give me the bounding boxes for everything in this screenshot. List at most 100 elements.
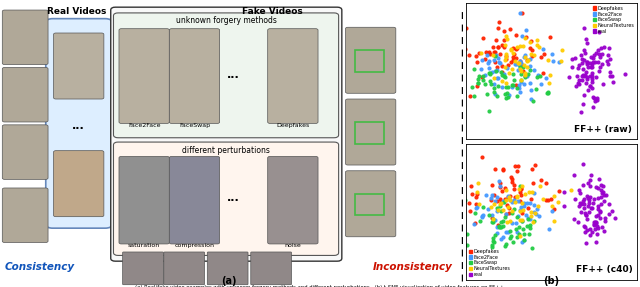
Point bbox=[490, 60, 500, 64]
Text: noise: noise bbox=[285, 243, 301, 248]
Point bbox=[532, 207, 542, 211]
Point bbox=[476, 51, 486, 55]
Point bbox=[582, 76, 593, 81]
Point bbox=[580, 70, 591, 74]
Point bbox=[499, 72, 509, 77]
Point bbox=[497, 70, 507, 75]
Point bbox=[492, 195, 502, 199]
Point bbox=[516, 61, 526, 66]
Point bbox=[471, 205, 481, 210]
Point bbox=[487, 213, 497, 217]
Point bbox=[601, 193, 611, 198]
Point bbox=[500, 243, 510, 248]
Point bbox=[524, 190, 534, 195]
Point bbox=[577, 57, 588, 61]
Point bbox=[516, 186, 526, 191]
Point bbox=[472, 84, 483, 88]
Point bbox=[516, 77, 526, 82]
FancyBboxPatch shape bbox=[170, 29, 220, 123]
Point bbox=[490, 167, 500, 172]
Point bbox=[591, 51, 601, 55]
Point bbox=[578, 67, 588, 72]
Point bbox=[532, 42, 542, 47]
Point bbox=[515, 59, 525, 63]
FancyBboxPatch shape bbox=[346, 171, 396, 237]
Point bbox=[525, 56, 535, 61]
Point bbox=[510, 195, 520, 199]
Point bbox=[498, 198, 508, 203]
Point bbox=[588, 105, 598, 110]
Point bbox=[582, 65, 593, 69]
Point bbox=[498, 219, 508, 223]
Point bbox=[509, 164, 520, 168]
Point bbox=[577, 73, 588, 77]
Point bbox=[605, 56, 615, 61]
Point bbox=[489, 57, 499, 62]
Point bbox=[495, 201, 506, 205]
Point bbox=[527, 189, 537, 194]
Point bbox=[584, 232, 595, 237]
Text: Real Videos: Real Videos bbox=[47, 7, 107, 16]
Point bbox=[583, 196, 593, 200]
Point bbox=[483, 109, 493, 114]
FancyBboxPatch shape bbox=[111, 7, 342, 261]
Point bbox=[500, 185, 510, 190]
Point bbox=[525, 97, 536, 101]
Point bbox=[508, 85, 518, 90]
Point bbox=[500, 211, 511, 216]
Point bbox=[593, 48, 603, 53]
Point bbox=[586, 65, 596, 69]
FancyBboxPatch shape bbox=[346, 27, 396, 93]
FancyBboxPatch shape bbox=[119, 156, 170, 244]
Point bbox=[474, 218, 484, 223]
Point bbox=[529, 219, 539, 224]
Point bbox=[533, 204, 543, 209]
Point bbox=[477, 58, 487, 63]
Point bbox=[503, 84, 513, 89]
Point bbox=[501, 198, 511, 203]
Point bbox=[501, 188, 511, 192]
Point bbox=[513, 213, 524, 218]
Point bbox=[591, 96, 602, 100]
Point bbox=[511, 229, 522, 234]
Point bbox=[486, 81, 497, 86]
Point bbox=[461, 26, 471, 30]
Point bbox=[566, 65, 577, 70]
Point bbox=[587, 206, 597, 211]
Point bbox=[591, 220, 602, 224]
Point bbox=[519, 238, 529, 243]
Point bbox=[497, 199, 507, 204]
Point bbox=[509, 187, 519, 191]
Text: (a) Real/fake video examples with unknown forgery methods and different perturba: (a) Real/fake video examples with unknow… bbox=[134, 285, 506, 287]
Point bbox=[486, 245, 497, 249]
Point bbox=[489, 202, 499, 207]
Point bbox=[593, 213, 603, 217]
Point bbox=[508, 240, 518, 245]
Point bbox=[490, 232, 500, 237]
Point bbox=[584, 197, 594, 202]
Point bbox=[525, 225, 535, 230]
Text: ...: ... bbox=[227, 193, 240, 203]
Point bbox=[548, 59, 558, 63]
Point bbox=[582, 88, 593, 92]
Point bbox=[499, 74, 509, 79]
Point bbox=[486, 192, 497, 197]
Point bbox=[504, 198, 515, 202]
Point bbox=[579, 48, 589, 52]
Point bbox=[516, 193, 526, 197]
Point bbox=[508, 71, 518, 76]
Point bbox=[485, 79, 495, 83]
Point bbox=[525, 80, 535, 85]
Point bbox=[604, 201, 614, 206]
Point bbox=[483, 66, 493, 71]
Point bbox=[604, 212, 614, 216]
Point bbox=[512, 46, 522, 50]
Point bbox=[500, 65, 510, 69]
FancyBboxPatch shape bbox=[268, 156, 318, 244]
Point bbox=[493, 223, 504, 227]
FancyBboxPatch shape bbox=[113, 13, 339, 138]
Point bbox=[584, 177, 595, 182]
Point bbox=[577, 77, 587, 82]
Point bbox=[478, 74, 488, 78]
Point bbox=[517, 201, 527, 205]
